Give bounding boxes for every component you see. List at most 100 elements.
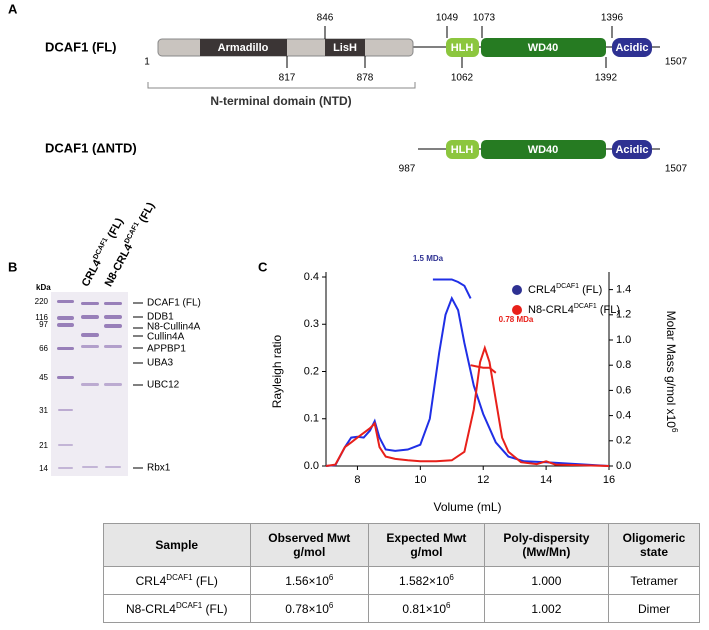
band-label: DCAF1 (FL) [147, 298, 201, 309]
ntd-bracket [147, 82, 416, 89]
marker-label: 66 [39, 344, 48, 353]
marker-label: 97 [39, 320, 48, 329]
header-text: g/mol [293, 545, 326, 559]
y2-tick-label: 0.4 [616, 410, 631, 422]
band-label: DDB1 [147, 312, 174, 323]
cell: Tetramer [608, 566, 700, 595]
header-cell: Sample [103, 523, 251, 567]
construct-label: DCAF1 (FL) [45, 39, 117, 54]
text-part: 0.81×10 [402, 602, 447, 616]
unit-label: kDa [36, 283, 51, 292]
superscript: DCAF1 [93, 237, 110, 261]
text-part: N8-CRL4 [103, 241, 136, 288]
rayleigh-line [325, 344, 610, 467]
gel [51, 292, 128, 476]
header-cell: Observed Mwt g/mol [249, 523, 370, 567]
text-part: (FL) [135, 200, 157, 227]
figure: A DCAF1 (FL) Armadillo LisH HLH WD40 Aci… [8, 1, 688, 514]
position: 1062 [451, 73, 474, 84]
y2-tick-label: 0.2 [616, 435, 631, 447]
domain-label: LisH [333, 42, 357, 54]
y-axis-label: Rayleigh ratio [270, 334, 284, 408]
legend-label: N8-CRL4DCAF1 (FL) [528, 303, 620, 316]
annotation: 0.78 MDa [499, 315, 534, 324]
text-part: (FL) [192, 574, 218, 588]
legend-marker [512, 285, 522, 295]
table-row: N8-CRL4DCAF1 (FL) 0.78×106 0.81×106 1.002 Di… [103, 594, 700, 623]
superscript: 6 [446, 601, 451, 610]
position: 1507 [665, 57, 688, 68]
band-label: Cullin4A [147, 332, 185, 343]
text-part: (FL) [104, 216, 126, 243]
text-part: (FL) [202, 602, 228, 616]
panel-letter: A [8, 1, 18, 16]
cell: 0.81×106 [368, 594, 485, 623]
superscript: DCAF1 [124, 221, 141, 245]
y2-tick-label: 0.8 [616, 359, 631, 371]
superscript: 6 [449, 573, 454, 582]
molar-mass-line [470, 364, 497, 374]
y-tick-label: 0.4 [304, 271, 319, 283]
bracket-label: N-terminal domain (NTD) [210, 94, 351, 108]
text-part: Molar Mass g/mol x10 [664, 311, 678, 429]
molar-mass-line [432, 278, 472, 299]
domain [612, 38, 652, 57]
text-part: (FL) [579, 284, 602, 296]
superscript: DCAF1 [175, 601, 203, 610]
lane-label: N8-CRL4DCAF1 (FL) [102, 200, 157, 289]
legend-marker [512, 305, 522, 315]
position: 1049 [436, 13, 459, 24]
marker-label: 21 [39, 441, 48, 450]
x-tick-label: 8 [354, 474, 360, 486]
cell-text: Dimer [638, 601, 671, 616]
y2-axis-label: Molar Mass g/mol x106 [664, 311, 680, 433]
domain [446, 140, 479, 159]
panel-letter: B [8, 259, 17, 274]
band-label: N8-Cullin4A [147, 322, 201, 333]
domain-label: HLH [451, 144, 474, 156]
superscript: DCAF1 [556, 283, 579, 290]
cell: 0.78×106 [249, 594, 370, 623]
y-tick-label: 0.3 [304, 318, 319, 330]
domain-label: WD40 [528, 42, 559, 54]
header-text: Observed Mwt [268, 531, 351, 545]
cell-text: 1.000 [531, 573, 562, 588]
domain [481, 38, 606, 57]
domain-label: Acidic [615, 42, 648, 54]
superscript: 6 [328, 573, 334, 582]
text-part: N8-CRL4 [125, 602, 176, 616]
cell: Dimer [608, 594, 700, 623]
superscript: DCAF1 [574, 303, 597, 310]
text-part: (FL) [597, 304, 620, 316]
domain-label: Acidic [615, 144, 648, 156]
marker-label: 14 [39, 464, 48, 473]
panel-letter: C [258, 259, 268, 274]
position: 846 [317, 13, 334, 24]
y2-tick-label: 1.4 [616, 284, 631, 296]
band-pointers [133, 302, 143, 469]
domain [612, 140, 652, 159]
band-label: Rbx1 [147, 463, 171, 474]
cell-text: Tetramer [630, 573, 678, 588]
annotation: 1.5 MDa [413, 254, 444, 263]
cell: N8-CRL4DCAF1 (FL) [103, 594, 251, 623]
cell-text: 1.002 [531, 601, 562, 616]
marker-label: 31 [39, 406, 48, 415]
marker-label: 116 [35, 313, 48, 322]
y2-tick-label: 0.6 [616, 384, 631, 396]
construct-label: DCAF1 (ΔNTD) [45, 140, 137, 155]
header-text: Sample [155, 538, 199, 552]
x-tick-label: 12 [477, 474, 489, 486]
x-tick-label: 10 [414, 474, 426, 486]
domain-label: Armadillo [218, 42, 269, 54]
y-tick-label: 0.1 [304, 413, 319, 425]
sec-chart: 0.0 0.1 0.2 0.3 0.4 0.0 0.2 0.4 0.6 0.8 1.0 1.2 1.4 8… [270, 254, 679, 514]
results-table: Sample Observed Mwt g/mol Expected Mwt g/m… [103, 523, 700, 623]
domain [481, 140, 606, 159]
header-text: state [640, 545, 669, 559]
domain [446, 38, 479, 57]
text-part: CRL4 [528, 284, 556, 296]
y-tick-label: 0.2 [304, 365, 319, 377]
cell: 1.000 [483, 566, 610, 595]
